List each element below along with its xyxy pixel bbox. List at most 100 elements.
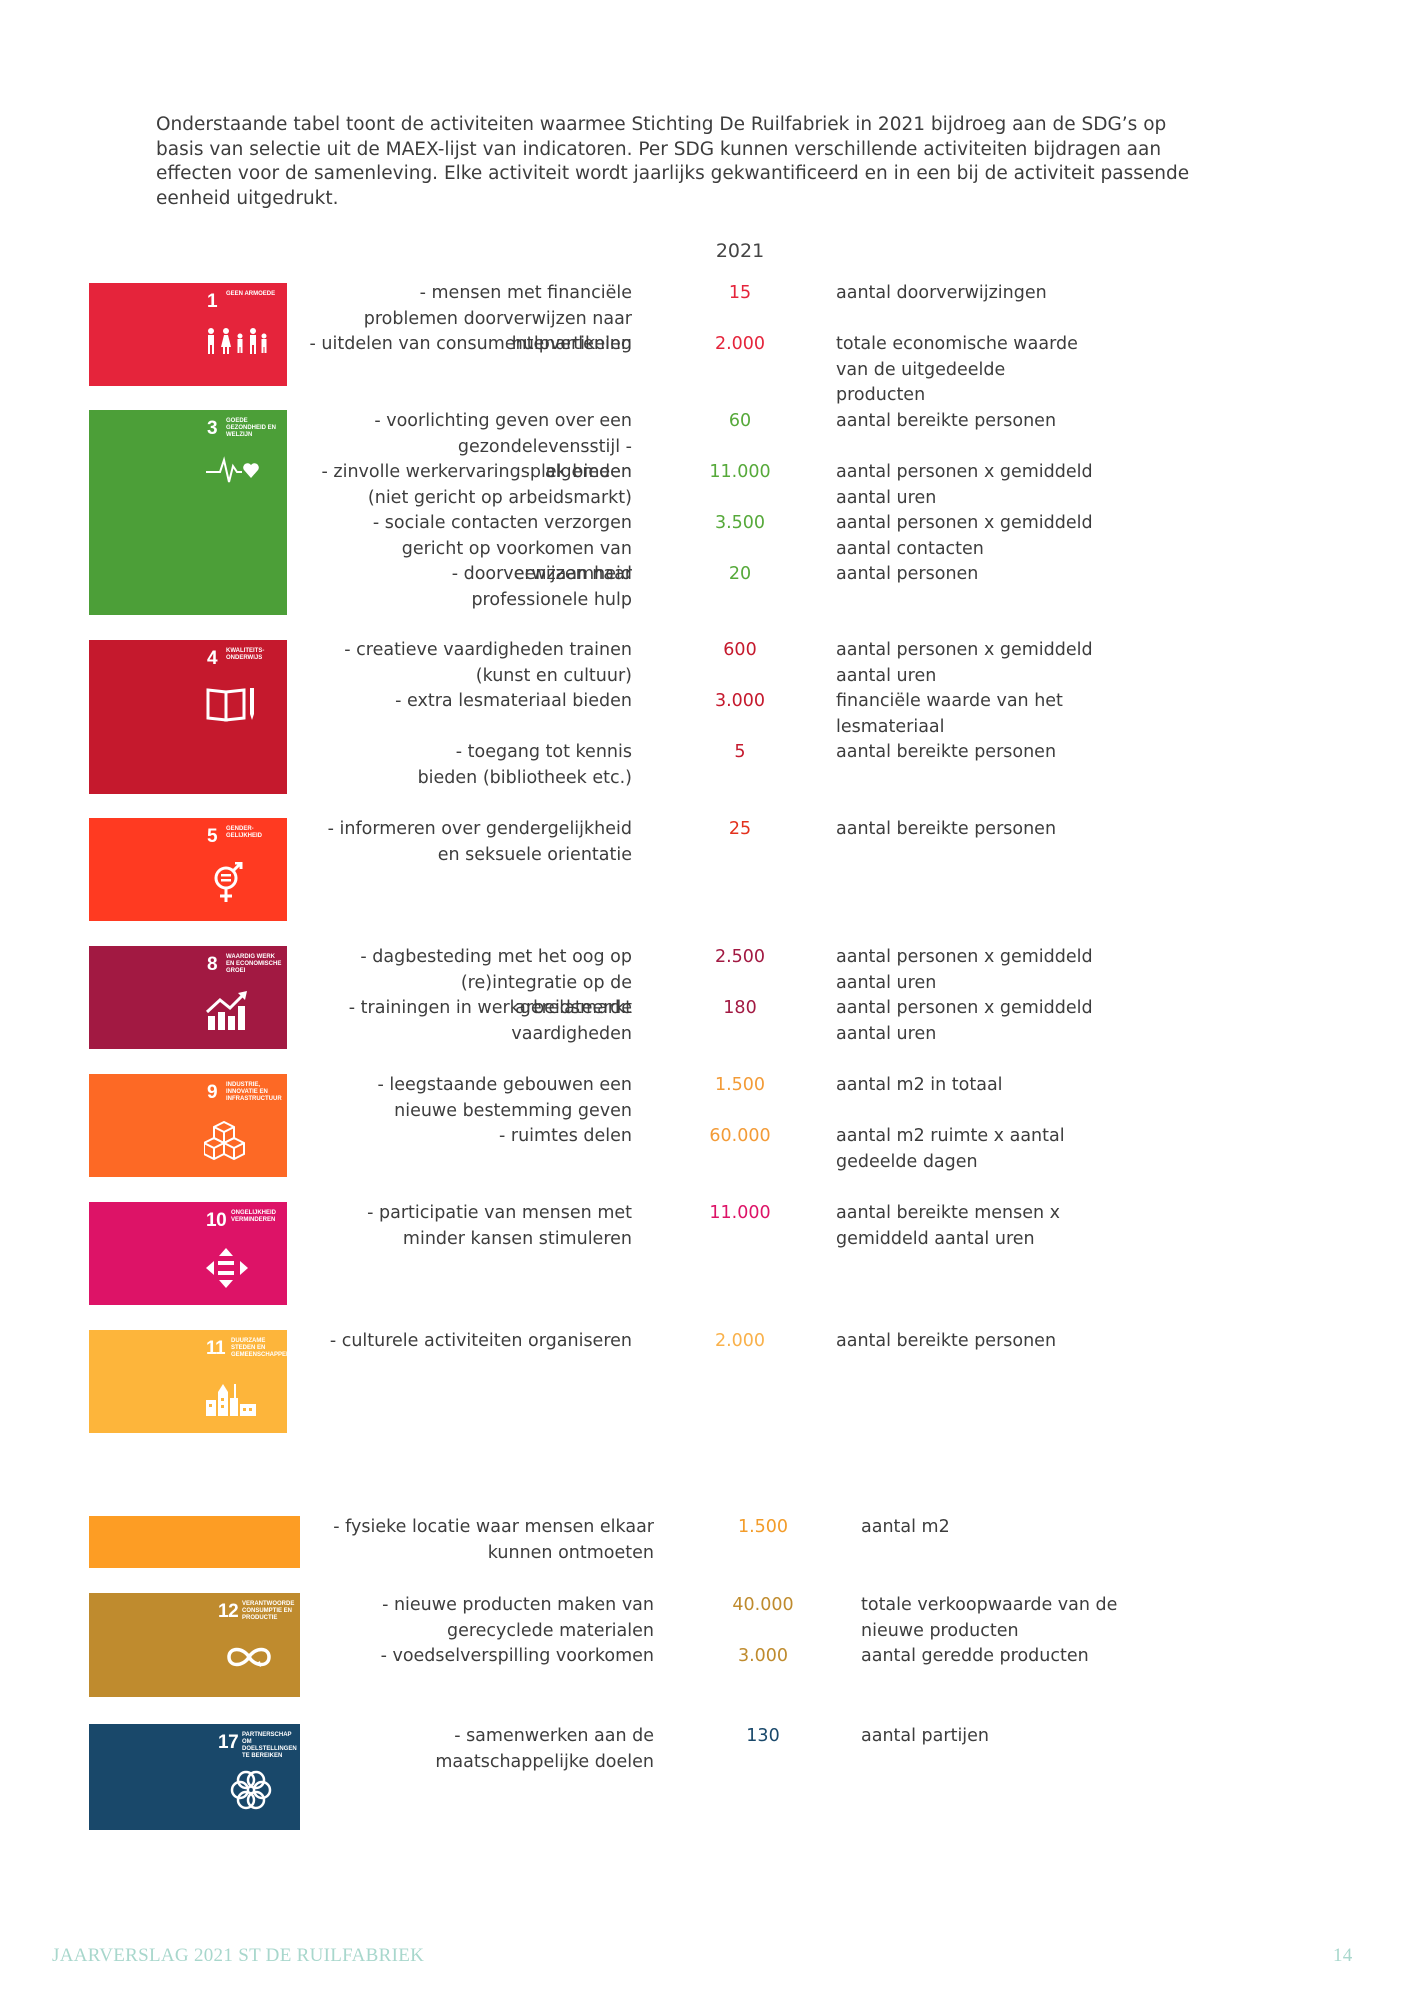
sdg-title: INDUSTRIE, INNOVATIE EN INFRASTRUCTUUR: [226, 1082, 282, 1102]
infinity-icon: [227, 1647, 271, 1667]
activity-unit: aantal bereikte personen: [836, 411, 1057, 431]
partnership-rings-icon: [230, 1770, 272, 1810]
activity-value: 3.500: [714, 513, 766, 533]
sdg-8-tile: 8 WAARDIG WERK EN ECONOMISCHE GROEI: [89, 946, 287, 1049]
sdg-title: PARTNERSCHAP OM DOELSTELLINGEN TE BEREIK…: [242, 1732, 297, 1759]
activity-text: - fysieke locatie waar mensen elkaar kun…: [333, 1517, 654, 1563]
sdg-12-tile: 12 VERANTWOORDE CONSUMPTIE EN PRODUCTIE: [89, 1593, 300, 1697]
growth-chart-icon: [205, 991, 247, 1030]
heartbeat-icon: [206, 456, 259, 483]
activity-unit: aantal personen x gemiddeld aantal uren: [836, 998, 1093, 1044]
page-number: 14: [1333, 1945, 1353, 1966]
activity-text: - leegstaande gebouwen een nieuwe bestem…: [377, 1075, 632, 1121]
cubes-icon: [204, 1120, 245, 1161]
activity-text: - voorlichting geven over een gezondelev…: [374, 411, 632, 483]
city-icon: [206, 1384, 256, 1416]
sdg-number: 11: [206, 1338, 226, 1359]
sdg-number: 12: [218, 1601, 239, 1622]
activity-text: - doorverwijzen naar professionele hulp: [451, 564, 632, 610]
activity-value: 20: [728, 564, 752, 584]
sdg-number: 17: [218, 1732, 239, 1753]
activity-unit: aantal m2: [861, 1517, 950, 1537]
activity-unit: aantal bereikte personen: [836, 819, 1057, 839]
activity-unit: totale verkoopwaarde van de nieuwe produ…: [861, 1595, 1118, 1641]
activity-value: 2.500: [714, 947, 766, 967]
activity-text: - voedselverspilling voorkomen: [380, 1646, 654, 1666]
activity-text: - culturele activiteiten organiseren: [329, 1331, 632, 1351]
sdg-5-tile: 5 GENDER-GELIJKHEID: [89, 818, 287, 921]
family-icon: [208, 328, 267, 354]
gender-icon: [214, 862, 243, 902]
book-icon: [206, 688, 254, 722]
activity-value: 1.500: [714, 1075, 766, 1095]
activity-text: - trainingen in werkgerelateerde vaardig…: [348, 998, 632, 1044]
activity-value: 60.000: [709, 1126, 771, 1146]
activity-value: 1.500: [737, 1517, 789, 1537]
activity-value: 5: [734, 742, 746, 762]
sdg-number: 1: [207, 291, 218, 312]
activity-unit: aantal personen x gemiddeld aantal uren: [836, 462, 1093, 508]
sdg-title: GOEDE GEZONDHEID EN WELZIJN: [226, 418, 277, 438]
sdg-title: VERANTWOORDE CONSUMPTIE EN PRODUCTIE: [242, 1601, 295, 1621]
activity-text: - mensen met financiële problemen doorve…: [363, 283, 632, 355]
activity-value: 11.000: [709, 1203, 771, 1223]
activity-unit: aantal m2 in totaal: [836, 1075, 1003, 1095]
sdg-10-tile: 10 ONGELIJKHEID VERMINDEREN: [89, 1202, 287, 1305]
sdg-number: 10: [206, 1210, 227, 1231]
sdg-number: 4: [207, 648, 218, 669]
sdg-number: 3: [207, 418, 218, 439]
activity-text: - uitdelen van consumentenartikelen: [309, 334, 632, 354]
activity-value: 3.000: [737, 1646, 789, 1666]
activity-value: 600: [723, 640, 757, 660]
sdg-title: GENDER-GELIJKHEID: [226, 826, 263, 839]
activity-value: 2.000: [714, 1331, 766, 1351]
activity-text: - creatieve vaardigheden trainen (kunst …: [344, 640, 632, 686]
sdg-title: WAARDIG WERK EN ECONOMISCHE GROEI: [226, 954, 282, 974]
activity-value: 40.000: [732, 1595, 794, 1615]
activity-value: 15: [728, 283, 752, 303]
activity-value: 3.000: [714, 691, 766, 711]
activity-unit: aantal personen: [836, 564, 979, 584]
activity-unit: aantal doorverwijzingen: [836, 283, 1047, 303]
activity-unit: aantal bereikte mensen x gemiddeld aanta…: [836, 1203, 1060, 1249]
sdg-3-tile: 3 GOEDE GEZONDHEID EN WELZIJN: [89, 410, 287, 615]
activity-unit: aantal bereikte personen: [836, 1331, 1057, 1351]
activity-unit: aantal partijen: [861, 1726, 990, 1746]
activity-unit: totale economische waarde van de uitgede…: [836, 334, 1078, 406]
equality-icon: [206, 1248, 248, 1288]
activity-value: 180: [723, 998, 757, 1018]
sdg-title: KWALITEITS-ONDERWIJS: [226, 648, 265, 661]
activity-text: - samenwerken aan de maatschappelijke do…: [435, 1726, 654, 1772]
activity-value: 11.000: [709, 462, 771, 482]
sdg-4-tile: 4 KWALITEITS-ONDERWIJS: [89, 640, 287, 794]
sdg-number: 8: [207, 954, 218, 975]
activity-text: - sociale contacten verzorgen gericht op…: [372, 513, 632, 585]
sdg-title: ONGELIJKHEID VERMINDEREN: [231, 1210, 277, 1223]
activity-text: - toegang tot kennis bieden (bibliotheek…: [417, 742, 632, 788]
activity-text: - extra lesmateriaal bieden: [395, 691, 632, 711]
activity-value: 25: [728, 819, 752, 839]
activity-text: - ruimtes delen: [499, 1126, 632, 1146]
sdg-number: 5: [207, 826, 218, 847]
activity-text: - participatie van mensen met minder kan…: [367, 1203, 632, 1249]
sdg-17-tile: 17 PARTNERSCHAP OM DOELSTELLINGEN TE BER…: [89, 1724, 300, 1830]
activity-text: - nieuwe producten maken van gerecyclede…: [382, 1595, 654, 1641]
activity-unit: aantal personen x gemiddeld aantal conta…: [836, 513, 1093, 559]
activity-unit: aantal m2 ruimte x aantal gedeelde dagen: [836, 1126, 1065, 1172]
activity-value: 60: [728, 411, 752, 431]
sdg-number: 9: [207, 1082, 218, 1103]
sdg-11-tile: 11 DUURZAME STEDEN EN GEMEENSCHAPPEN: [89, 1330, 291, 1433]
activity-unit: aantal bereikte personen: [836, 742, 1057, 762]
activity-text: - zinvolle werkervaringsplek bieden (nie…: [321, 462, 632, 508]
activity-text: - dagbesteding met het oog op (re)integr…: [360, 947, 632, 1019]
intro-paragraph: Onderstaande tabel toont de activiteiten…: [156, 114, 1190, 209]
sdg-1-tile: 1 GEEN ARMOEDE: [89, 283, 287, 386]
footer-title: JAARVERSLAG 2021 ST DE RUILFABRIEK: [52, 1945, 425, 1966]
year-column-header: 2021: [715, 240, 765, 262]
sdg-title: DUURZAME STEDEN EN GEMEENSCHAPPEN: [231, 1338, 291, 1358]
activity-value: 2.000: [714, 334, 766, 354]
activity-value: 130: [746, 1726, 780, 1746]
sdg-title: GEEN ARMOEDE: [226, 291, 276, 297]
activity-unit: aantal geredde producten: [861, 1646, 1089, 1666]
activity-unit: aantal personen x gemiddeld aantal uren: [836, 947, 1093, 993]
